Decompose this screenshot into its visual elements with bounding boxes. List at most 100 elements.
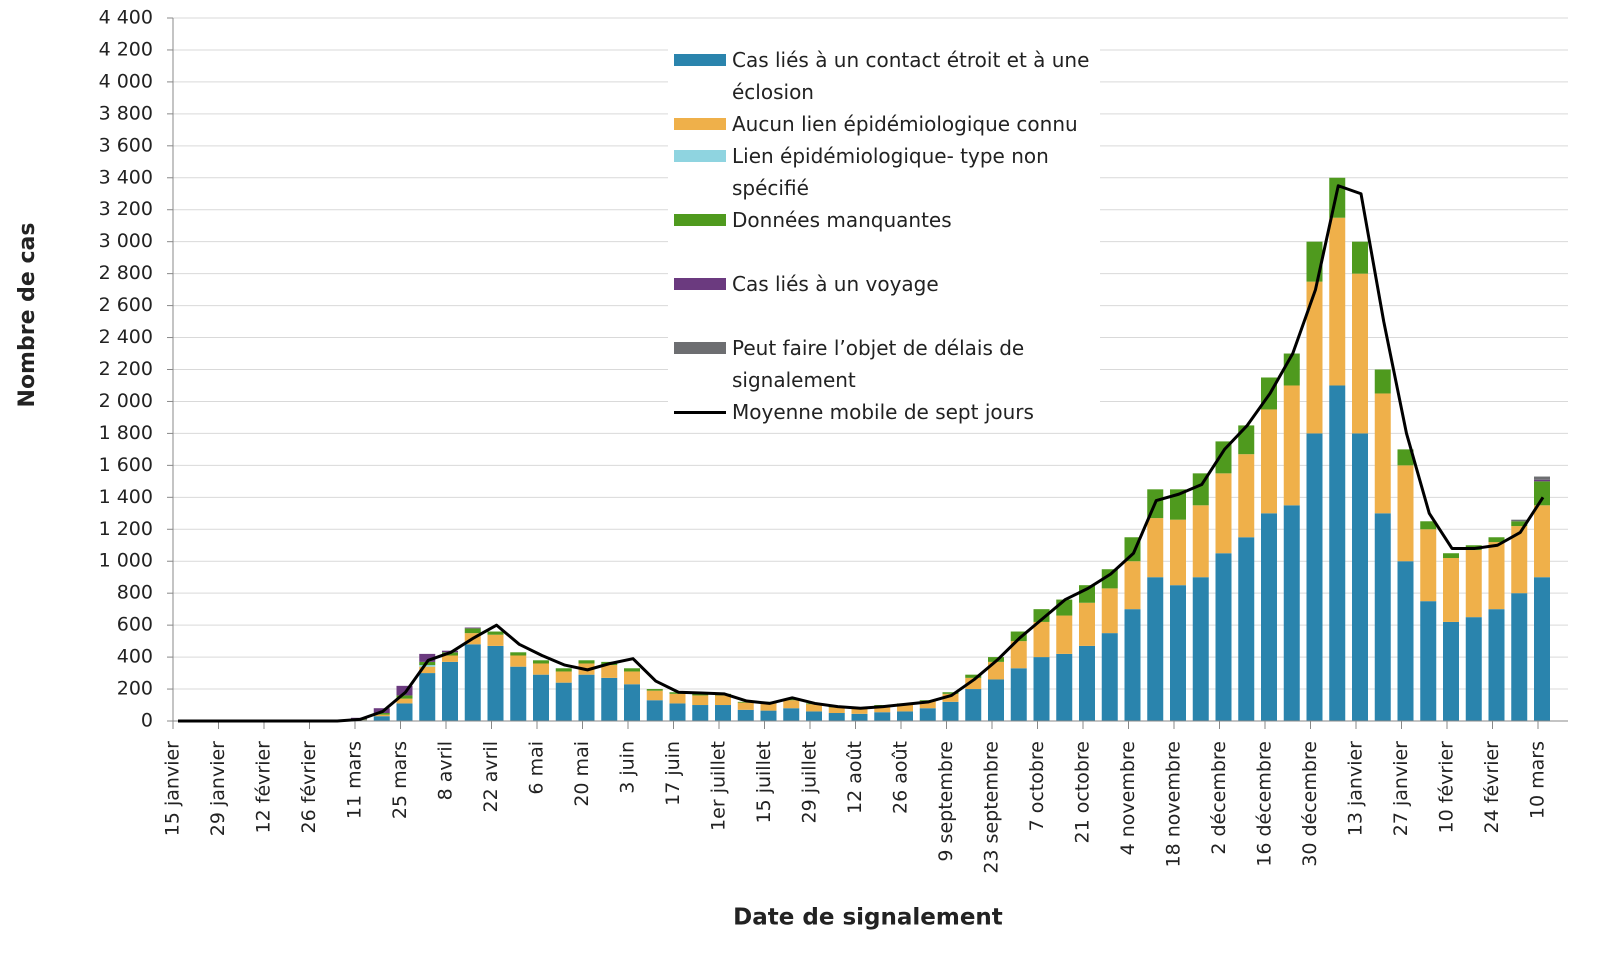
bar	[487, 634, 504, 646]
x-tick-label: 29 juillet	[799, 741, 821, 824]
bar	[1352, 241, 1368, 274]
bar	[1170, 585, 1186, 721]
bar	[1238, 425, 1255, 455]
bar	[965, 689, 982, 721]
bar	[510, 655, 527, 667]
y-axis-title: Nombre de cas	[15, 223, 40, 408]
bar	[1465, 550, 1482, 618]
y-tick-label: 2 200	[99, 358, 153, 380]
bar	[1283, 385, 1300, 506]
bar	[1374, 393, 1391, 514]
legend-swatch	[674, 150, 726, 162]
legend-swatch	[674, 278, 726, 290]
bar	[897, 711, 913, 721]
y-tick-label: 1 600	[99, 454, 153, 476]
bar	[578, 674, 595, 721]
bar	[1238, 537, 1255, 721]
x-tick-label: 2 décembre	[1208, 741, 1230, 855]
x-tick-label: 10 mars	[1527, 741, 1549, 819]
y-tick-label: 1 200	[99, 518, 153, 540]
moving-average-line	[178, 184, 1545, 723]
bar	[419, 666, 436, 674]
legend-label: Peut faire l’objet de délais de signalem…	[732, 336, 1025, 392]
bar	[1261, 513, 1277, 721]
bar	[715, 695, 731, 706]
bar	[692, 695, 709, 706]
bar	[396, 685, 413, 696]
bar	[487, 645, 504, 721]
bar	[1488, 609, 1505, 721]
bar	[828, 707, 845, 714]
y-tick-label: 800	[117, 582, 153, 604]
x-tick-label: 17 juin	[662, 741, 684, 806]
bar	[1488, 537, 1505, 543]
bar	[373, 714, 390, 717]
bar	[874, 712, 891, 721]
y-tick-label: 4 400	[99, 7, 153, 29]
y-tick-label: 3 600	[99, 134, 153, 156]
bar	[419, 653, 436, 662]
bar	[419, 665, 436, 667]
x-tick-label: 26 février	[298, 741, 320, 834]
bar	[737, 702, 754, 710]
bar	[1283, 505, 1300, 721]
bar	[737, 709, 754, 721]
x-tick-label: 21 octobre	[1072, 741, 1094, 844]
legend-label: Données manquantes	[732, 208, 952, 232]
bar	[1534, 479, 1550, 482]
x-tick-label: 29 janvier	[207, 741, 229, 836]
legend-entry: Données manquantes	[674, 204, 1094, 236]
x-tick-label: 26 août	[890, 741, 912, 814]
bar	[1511, 593, 1528, 721]
bar	[988, 679, 1004, 721]
bar	[1101, 633, 1118, 721]
x-tick-label: 8 avril	[435, 741, 457, 800]
bar	[419, 673, 436, 721]
x-tick-label: 24 février	[1481, 741, 1503, 834]
bar	[1488, 542, 1505, 610]
bar	[1306, 433, 1323, 721]
y-tick-label: 4 000	[99, 70, 153, 92]
bar	[1534, 476, 1550, 480]
bar	[942, 693, 959, 702]
y-tick-label: 4 200	[99, 38, 153, 60]
bar	[373, 716, 390, 721]
bar	[624, 668, 640, 672]
bar	[624, 684, 640, 721]
bar	[1534, 505, 1550, 578]
bar	[555, 682, 572, 721]
bar	[919, 708, 936, 721]
bar	[601, 677, 618, 721]
bar	[533, 660, 549, 664]
bar	[1511, 519, 1528, 522]
bar	[1511, 526, 1528, 594]
x-tick-label: 6 mai	[526, 741, 548, 795]
legend-entry: Aucun lien épidémiologique connu	[674, 108, 1094, 140]
x-tick-label: 15 janvier	[162, 741, 184, 836]
bar	[1511, 521, 1528, 527]
bar	[897, 704, 913, 712]
bar	[1465, 617, 1482, 721]
bar	[1215, 441, 1232, 474]
bar	[1443, 558, 1459, 622]
bar	[442, 661, 458, 721]
x-tick-label: 4 novembre	[1117, 741, 1139, 855]
bar	[783, 708, 800, 721]
y-tick-label: 1 800	[99, 422, 153, 444]
bar	[1192, 505, 1209, 578]
y-tick-label: 2 400	[99, 326, 153, 348]
bar	[1420, 521, 1437, 530]
bar	[1261, 409, 1277, 514]
legend-swatch	[674, 118, 726, 130]
bar	[828, 713, 845, 721]
x-tick-label: 20 mai	[571, 741, 593, 807]
bar	[669, 693, 686, 704]
bar	[783, 700, 800, 709]
bar	[396, 698, 413, 704]
bar	[1534, 577, 1550, 721]
y-tick-label: 0	[141, 710, 153, 732]
legend-swatch	[674, 411, 726, 414]
bar	[692, 705, 709, 721]
bar	[760, 710, 777, 721]
bar	[510, 652, 527, 656]
